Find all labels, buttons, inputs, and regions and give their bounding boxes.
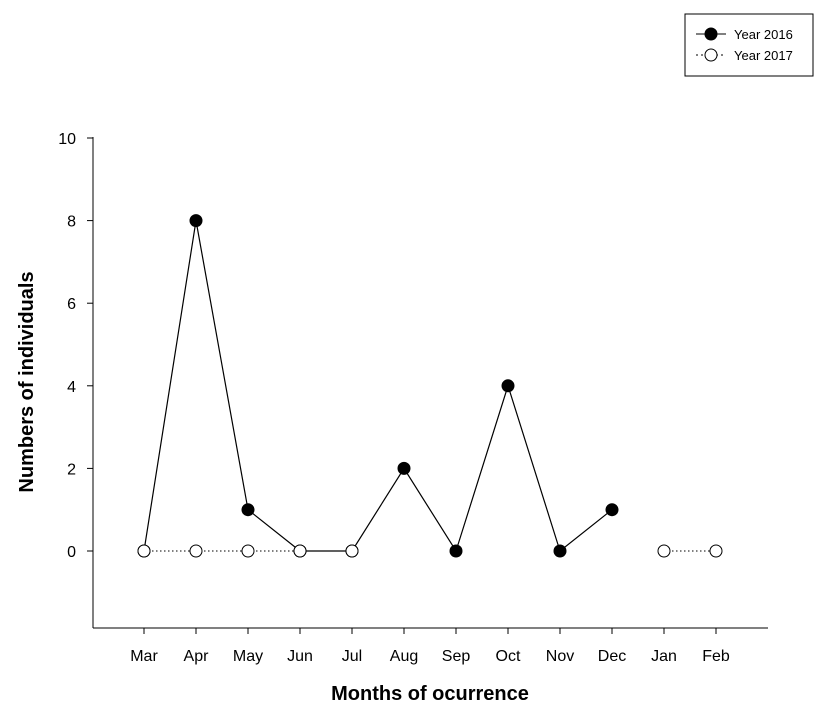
x-tick-label: Mar [130, 648, 158, 665]
legend-box [684, 13, 814, 77]
point-year-2016 [189, 214, 203, 228]
series-line-year-2016 [143, 220, 613, 553]
y-tick-label: 6 [67, 296, 76, 313]
x-tick-label: Feb [702, 648, 730, 665]
x-tick-label: Jun [287, 648, 313, 665]
point-year-2016 [501, 379, 515, 393]
point-year-2017 [657, 544, 671, 558]
x-tick-label: Aug [390, 648, 418, 665]
point-year-2017 [709, 544, 723, 558]
point-year-2017 [345, 544, 359, 558]
x-tick-label: Sep [442, 648, 471, 665]
x-tick-label: Dec [598, 648, 626, 665]
point-year-2016 [397, 461, 411, 475]
x-tick-label: Nov [546, 648, 574, 665]
series-layer [137, 214, 723, 558]
y-tick-label: 8 [67, 214, 76, 231]
x-axis-title: Months of ocurrence [331, 683, 529, 705]
point-year-2016 [449, 544, 463, 558]
x-tick-label: May [233, 648, 263, 665]
y-axis-title: Numbers of individuals [16, 271, 38, 492]
x-tick-label: Apr [184, 648, 210, 665]
point-year-2017 [241, 544, 255, 558]
y-tick-label: 0 [67, 544, 76, 561]
x-axis-ticks: Mar Apr May Jun Jul Aug Sep Oct Nov Dec Jan Feb [130, 628, 730, 665]
x-tick-label: Jan [651, 648, 677, 665]
x-tick-label: Oct [496, 648, 521, 665]
legend-marker-2016 [704, 27, 718, 41]
point-year-2017 [137, 544, 151, 558]
legend-marker-2017 [704, 48, 718, 62]
x-tick-label: Jul [342, 648, 362, 665]
legend-label-2016: Year 2016 [734, 27, 793, 42]
y-tick-label: 2 [67, 461, 76, 478]
y-tick-label: 4 [67, 379, 76, 396]
y-axis-ticks: 0 2 4 6 8 10 [58, 131, 93, 561]
point-year-2016 [241, 503, 255, 517]
point-year-2017 [293, 544, 307, 558]
point-year-2016 [605, 503, 619, 517]
point-year-2017 [189, 544, 203, 558]
point-year-2016 [553, 544, 567, 558]
y-tick-label: 10 [58, 131, 76, 148]
legend: Year 2016 Year 2017 [684, 13, 814, 77]
legend-label-2017: Year 2017 [734, 48, 793, 63]
